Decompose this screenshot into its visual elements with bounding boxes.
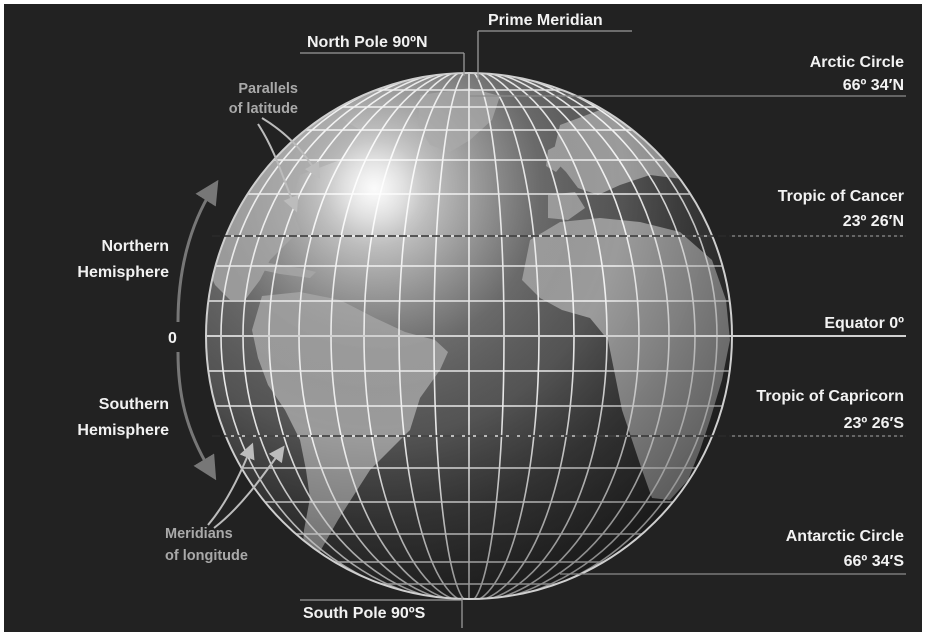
- arctic-circle-label: Arctic Circle: [810, 54, 904, 71]
- tropic-of-cancer-value: 23º 26′N: [843, 213, 904, 230]
- parallels-label-2: of latitude: [229, 101, 298, 117]
- equator-label: Equator 0º: [824, 315, 904, 332]
- meridians-arrow: [213, 445, 285, 529]
- tropic-of-cancer-label: Tropic of Cancer: [778, 188, 904, 205]
- southern-hemisphere-label: Southern: [99, 396, 169, 413]
- northern-arrow: [176, 179, 219, 323]
- prime-meridian-label: Prime Meridian: [488, 12, 603, 29]
- northern-hemisphere-label-2: Hemisphere: [77, 264, 169, 281]
- northern-hemisphere-label: Northern: [101, 238, 169, 255]
- zero-label: 0: [168, 330, 177, 347]
- special-parallels: [206, 95, 906, 575]
- antarctic-circle-label: Antarctic Circle: [786, 528, 904, 545]
- arctic-circle-value: 66º 34′N: [843, 77, 904, 94]
- tropic-of-capricorn-label: Tropic of Capricorn: [756, 388, 904, 405]
- meridians-label: Meridians: [165, 526, 233, 542]
- south-pole-label: South Pole 90ºS: [303, 605, 426, 622]
- meridians-label-2: of longitude: [165, 548, 248, 564]
- southern-hemisphere-label-2: Hemisphere: [77, 422, 169, 439]
- southern-arrow: [176, 351, 217, 481]
- leader-lines: [300, 30, 632, 628]
- parallels-label: Parallels: [238, 81, 298, 97]
- north-pole-label: North Pole 90ºN: [307, 34, 428, 51]
- parallels-arrow: [261, 117, 321, 179]
- parallels-arrow: [257, 123, 299, 213]
- meridians-arrow: [207, 442, 255, 526]
- tropic-of-capricorn-value: 23º 26′S: [844, 415, 905, 432]
- antarctic-circle-value: 66º 34′S: [844, 553, 905, 570]
